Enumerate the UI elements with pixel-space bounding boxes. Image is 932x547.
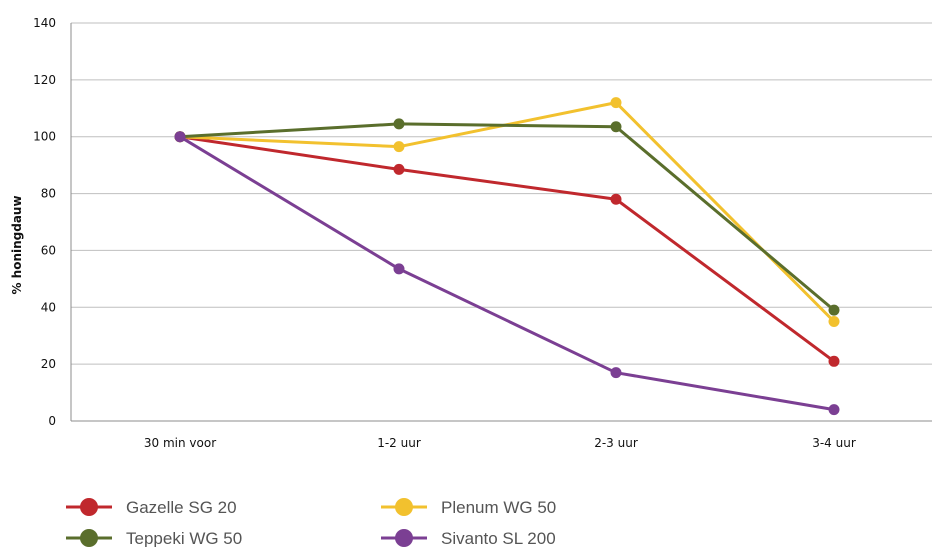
legend-swatch-marker (80, 498, 98, 516)
y-tick-label: 0 (48, 414, 56, 428)
x-tick-label: 2-3 uur (594, 436, 638, 450)
data-point (828, 316, 840, 327)
legend-label: Teppeki WG 50 (126, 529, 242, 547)
series-line (179, 135, 835, 363)
y-tick-label: 120 (33, 73, 56, 87)
data-point (393, 263, 405, 275)
data-point (828, 304, 840, 316)
x-tick-label: 3-4 uur (812, 436, 856, 450)
legend: Gazelle SG 20 Plenum WG 50 Teppeki WG 50 Si… (66, 498, 556, 547)
gridlines (70, 22, 932, 422)
legend-entry: Plenum WG 50 (381, 498, 556, 517)
legend-label: Gazelle SG 20 (126, 498, 237, 517)
series-line (179, 135, 835, 412)
data-point (610, 121, 622, 133)
x-tick-label: 30 min voor (144, 436, 216, 450)
y-tick-label: 60 (41, 243, 56, 257)
series-3 (174, 131, 840, 416)
series-0 (174, 131, 840, 367)
legend-entry: Sivanto SL 200 (381, 529, 556, 547)
legend-label: Sivanto SL 200 (441, 529, 556, 547)
series-2 (174, 118, 840, 316)
legend-label: Plenum WG 50 (441, 498, 556, 517)
legend-swatch-marker (395, 529, 413, 547)
y-tick-label: 40 (41, 300, 56, 314)
y-axis-ticks: 0 20 40 60 80 100 120 140 (33, 16, 56, 428)
data-point (393, 141, 405, 153)
series-line (179, 122, 835, 312)
data-point (610, 193, 622, 205)
data-point (610, 367, 622, 379)
x-axis-ticks: 30 min voor 1-2 uur 2-3 uur 3-4 uur (144, 436, 856, 450)
y-tick-label: 80 (41, 187, 56, 201)
data-point (828, 355, 840, 367)
data-point (393, 118, 405, 130)
y-axis-label: % honingdauw (10, 195, 24, 294)
data-point (174, 131, 186, 143)
x-tick-label: 1-2 uur (377, 436, 421, 450)
legend-entry: Teppeki WG 50 (66, 529, 242, 547)
legend-swatch-marker (395, 498, 413, 516)
data-point (828, 404, 840, 416)
legend-swatch-marker (80, 529, 98, 547)
series-lines (174, 97, 840, 416)
y-tick-label: 20 (41, 357, 56, 371)
data-point (393, 163, 405, 175)
legend-entry: Gazelle SG 20 (66, 498, 237, 517)
y-tick-label: 100 (33, 130, 56, 144)
data-point (610, 97, 622, 109)
y-tick-label: 140 (33, 16, 56, 30)
